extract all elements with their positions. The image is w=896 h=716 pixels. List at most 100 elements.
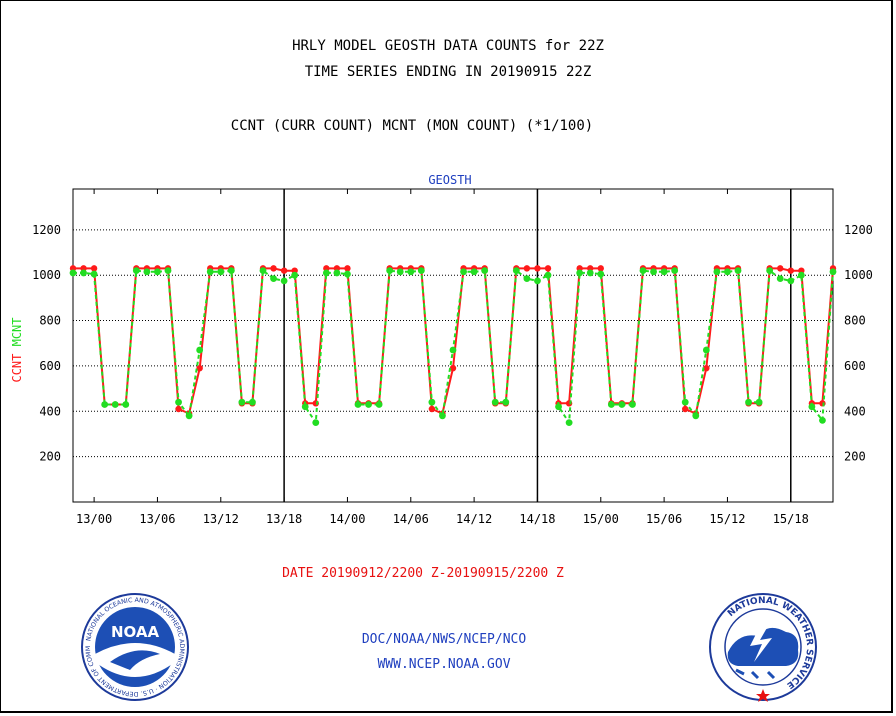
y-tick-label-right: 1000: [844, 268, 873, 282]
data-point-mcnt: [555, 403, 562, 411]
y-tick-label-left: 200: [39, 450, 61, 464]
y-tick-label-right: 600: [844, 359, 866, 373]
y-tick-label-right: 800: [844, 314, 866, 328]
y-tick-label-right: 200: [844, 450, 866, 464]
data-point-ccnt: [703, 364, 710, 372]
data-point-mcnt: [344, 270, 351, 278]
data-point-ccnt: [196, 364, 203, 372]
y-axis-label-ccnt: CCNT: [10, 346, 24, 382]
x-tick-label: 13/12: [203, 512, 239, 526]
data-point-mcnt: [333, 269, 341, 277]
data-point-mcnt: [724, 268, 731, 276]
data-point-ccnt: [597, 265, 604, 272]
data-point-mcnt: [544, 271, 552, 279]
data-point-mcnt: [80, 269, 87, 277]
chart-title-line-2: TIME SERIES ENDING IN 20190915 22Z: [304, 64, 592, 80]
data-point-ccnt: [787, 267, 794, 274]
data-point-mcnt: [808, 403, 816, 411]
data-point-mcnt: [386, 267, 394, 275]
data-point-mcnt: [164, 267, 172, 275]
x-tick-label: 15/00: [583, 512, 619, 526]
data-point-mcnt: [702, 346, 710, 354]
data-point-mcnt: [101, 401, 109, 408]
chart-title-line-1: HRLY MODEL GEOSTH DATA COUNTS for 22Z: [292, 38, 604, 54]
y-tick-label-right: 1200: [844, 223, 873, 237]
data-point-mcnt: [639, 267, 647, 275]
data-point-mcnt: [111, 401, 119, 408]
data-point-mcnt: [650, 268, 657, 276]
data-point-mcnt: [185, 412, 193, 420]
data-point-ccnt: [523, 265, 531, 272]
data-point-mcnt: [375, 401, 383, 408]
x-tick-label: 15/12: [709, 512, 745, 526]
data-point-mcnt: [428, 398, 436, 406]
data-point-mcnt: [534, 277, 541, 285]
data-point-mcnt: [122, 401, 130, 408]
data-point-mcnt: [681, 398, 689, 406]
data-point-mcnt: [692, 412, 700, 420]
y-tick-label-left: 1200: [32, 223, 61, 237]
data-point-ccnt: [544, 265, 552, 272]
url-line: WWW.NCEP.NOAA.GOV: [377, 657, 511, 672]
y-tick-label-left: 600: [39, 359, 61, 373]
y-axis-label-mcnt: MCNT: [10, 317, 24, 346]
x-tick-label: 13/00: [76, 512, 112, 526]
data-point-mcnt: [491, 398, 499, 406]
data-point-mcnt: [755, 398, 763, 406]
data-point-mcnt: [154, 268, 161, 276]
data-point-mcnt: [132, 267, 140, 275]
data-point-mcnt: [586, 269, 594, 277]
data-point-mcnt: [734, 267, 742, 275]
data-point-mcnt: [143, 268, 151, 276]
data-point-mcnt: [301, 403, 309, 411]
data-point-mcnt: [502, 398, 510, 406]
y-tick-label-left: 400: [39, 404, 61, 418]
nws-logo: NATIONAL WEATHER SERVICE: [709, 593, 817, 702]
data-point-ccnt: [449, 364, 457, 372]
data-point-mcnt: [354, 401, 362, 408]
x-tick-label: 13/18: [266, 512, 302, 526]
plot-title: GEOSTH: [428, 173, 471, 187]
data-point-mcnt: [776, 275, 784, 282]
x-tick-label: 14/12: [456, 512, 492, 526]
data-point-ccnt: [777, 265, 784, 272]
data-point-mcnt: [417, 267, 425, 275]
org-line: DOC/NOAA/NWS/NCEP/NCO: [361, 632, 527, 647]
data-point-ccnt: [175, 405, 182, 413]
data-point-mcnt: [797, 271, 805, 279]
y-tick-label-right: 400: [844, 404, 866, 418]
data-point-mcnt: [227, 267, 235, 275]
data-point-ccnt: [280, 267, 288, 274]
data-point-mcnt: [819, 416, 826, 424]
data-point-mcnt: [745, 398, 752, 406]
data-point-mcnt: [249, 398, 256, 406]
data-point-mcnt: [217, 268, 225, 276]
series-line-ccnt: [73, 267, 834, 415]
data-point-mcnt: [766, 267, 774, 275]
data-point-mcnt: [238, 398, 246, 406]
data-point-ccnt: [534, 265, 541, 272]
data-point-mcnt: [365, 401, 372, 408]
y-tick-label-left: 1000: [32, 268, 61, 282]
noaa-logo: NOAA NATIONAL OCEANIC AND ATMOSPHERIC AD…: [80, 592, 189, 701]
data-point-ccnt: [428, 405, 436, 413]
data-point-mcnt: [449, 346, 457, 354]
data-point-mcnt: [270, 275, 277, 282]
x-tick-label: 14/18: [519, 512, 555, 526]
data-point-mcnt: [481, 267, 489, 275]
data-point-mcnt: [206, 268, 214, 276]
data-point-ccnt: [819, 400, 826, 407]
data-point-mcnt: [90, 270, 98, 278]
data-point-mcnt: [291, 271, 299, 279]
x-tick-label: 15/06: [646, 512, 682, 526]
x-tick-label: 14/06: [393, 512, 429, 526]
y-tick-label-left: 800: [39, 314, 61, 328]
data-point-mcnt: [512, 267, 520, 275]
data-point-mcnt: [629, 401, 636, 408]
data-point-mcnt: [407, 268, 415, 276]
data-point-mcnt: [523, 275, 531, 282]
data-point-ccnt: [682, 405, 689, 413]
data-point-mcnt: [280, 277, 288, 285]
data-point-mcnt: [460, 268, 467, 276]
